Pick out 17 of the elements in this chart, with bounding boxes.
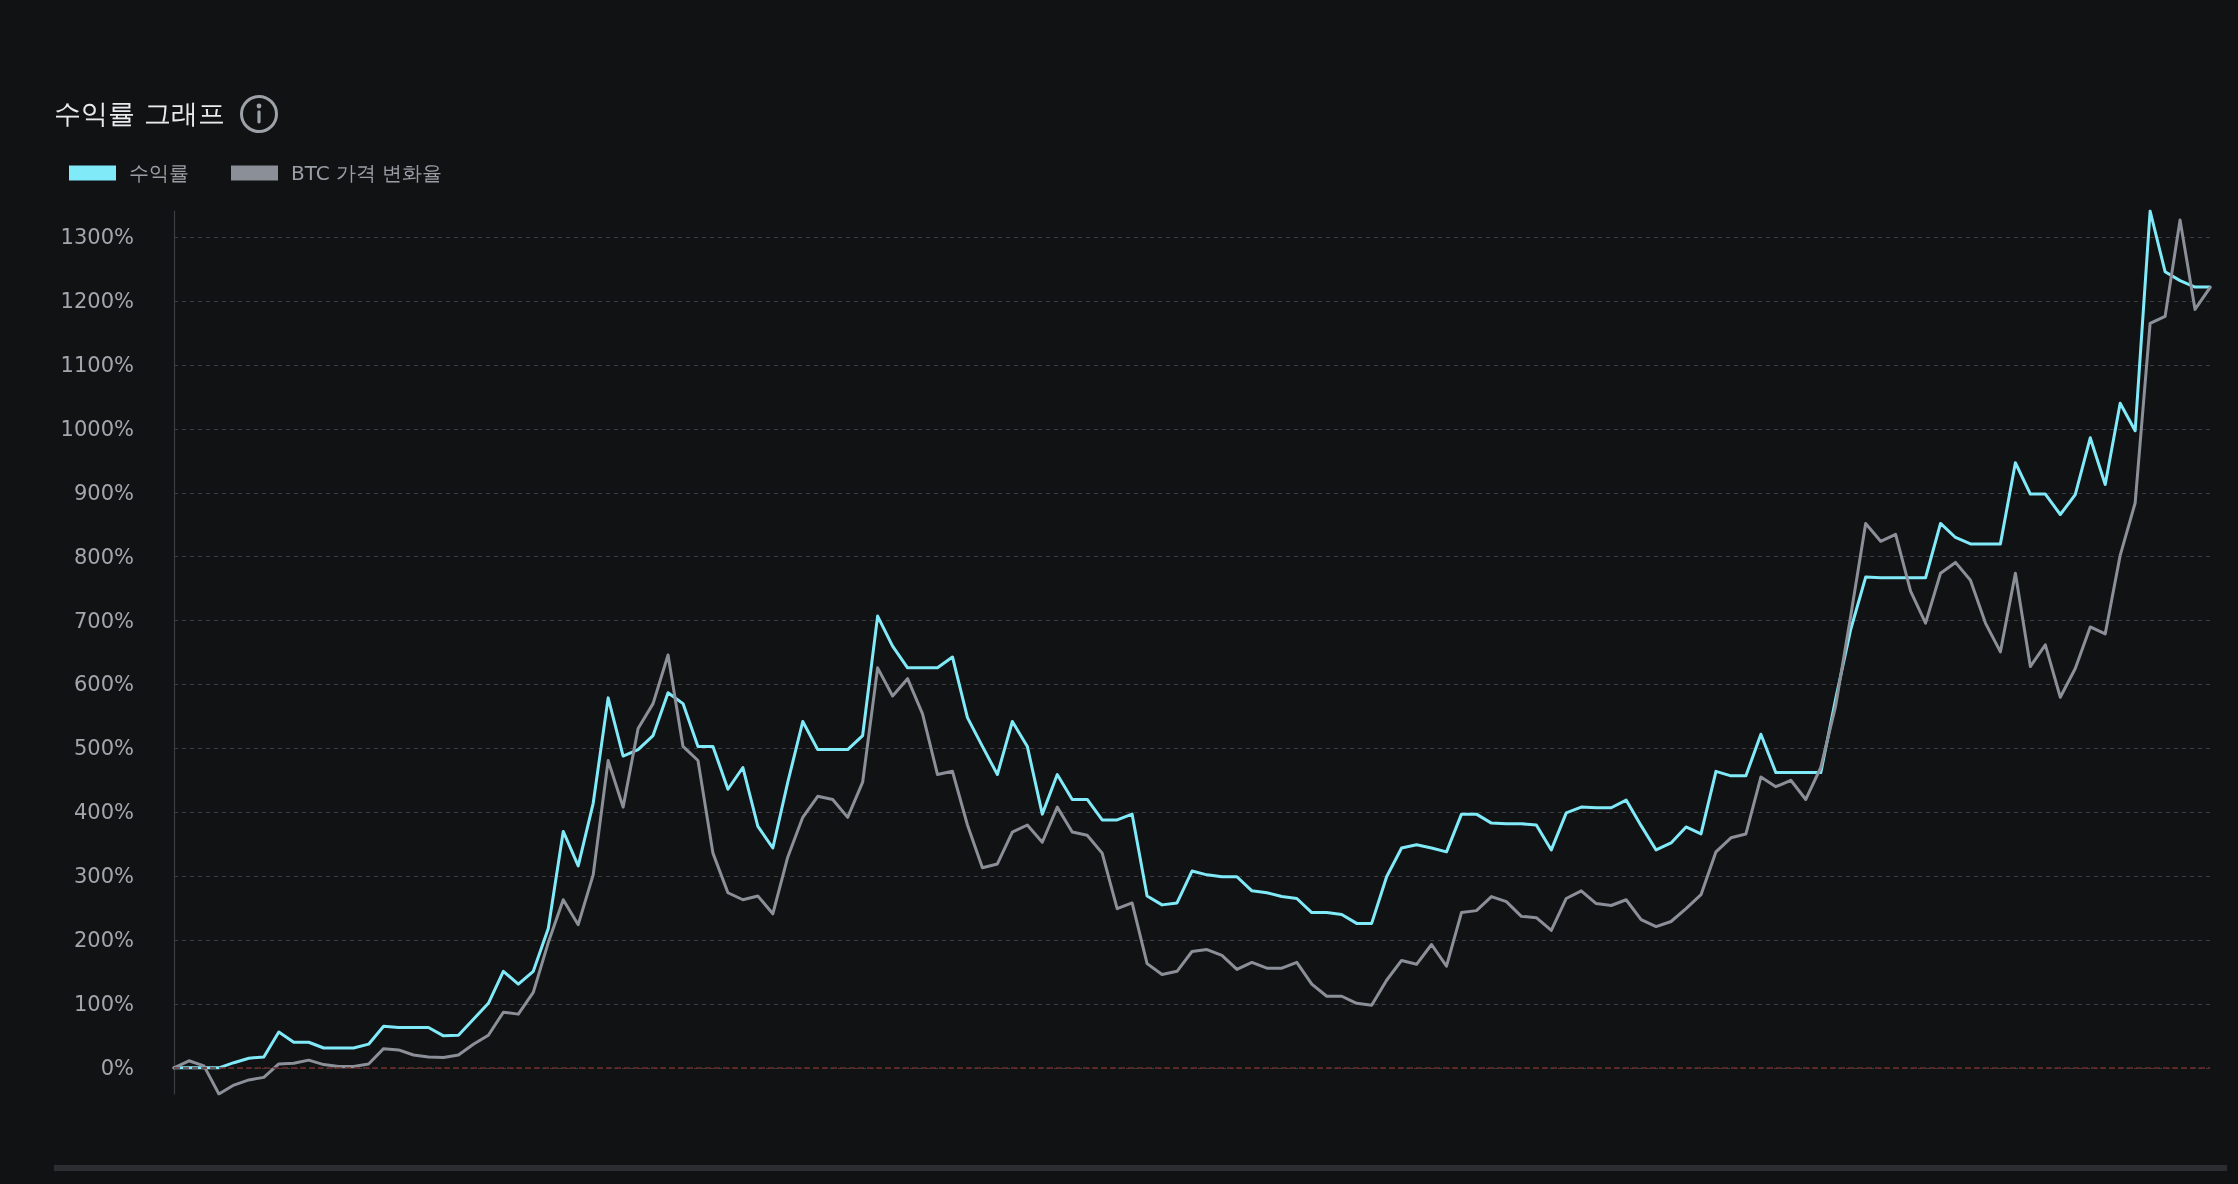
y-tick-label: 100% (73, 991, 134, 1016)
y-tick-label: 500% (73, 736, 134, 761)
legend-label: BTC 가격 변화율 (291, 161, 443, 185)
y-tick-label: 1200% (60, 289, 134, 314)
y-tick-label: 600% (73, 672, 134, 697)
y-tick-label: 900% (73, 480, 134, 505)
y-tick-label: 200% (73, 928, 134, 953)
y-tick-label: 300% (73, 864, 134, 889)
y-tick-label: 1000% (60, 416, 134, 441)
y-tick-label: 1300% (60, 225, 134, 250)
y-tick-label: 800% (73, 544, 134, 569)
y-tick-label: 700% (73, 608, 134, 633)
legend-label: 수익률 (129, 161, 189, 185)
chart-title: 수익률 그래프 (54, 97, 225, 131)
y-tick-label: 400% (73, 800, 134, 825)
y-tick-label: 0% (100, 1055, 134, 1080)
y-tick-label: 1100% (60, 352, 134, 377)
